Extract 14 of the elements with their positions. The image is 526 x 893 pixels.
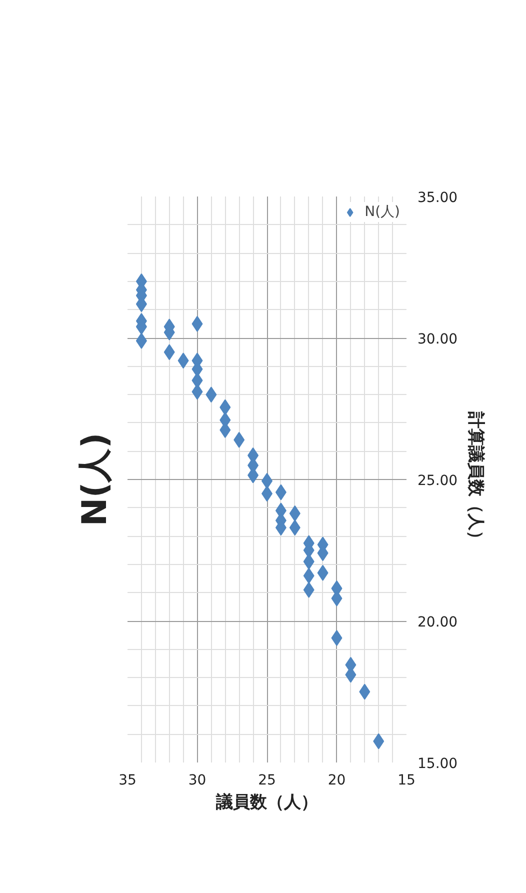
x-tick-label: 25 <box>258 772 276 788</box>
y-tick-label: 25.00 <box>418 473 458 489</box>
y-tick-label: 20.00 <box>418 614 458 630</box>
x-tick-label: 20 <box>328 772 346 788</box>
y-tick-label: 35.00 <box>418 190 458 206</box>
x-tick-label: 15 <box>398 772 416 788</box>
x-tick-label: 30 <box>188 772 206 788</box>
y-axis-title: 計算議員数（人） <box>466 410 486 548</box>
text: N(人) <box>75 432 115 526</box>
y-tick-label: 30.00 <box>418 332 458 348</box>
x-axis-title: 議員数（人） <box>215 792 318 812</box>
y-tick-label: 15.00 <box>418 756 458 772</box>
x-tick-label: 35 <box>118 772 136 788</box>
legend-label: N(人) <box>364 203 400 221</box>
